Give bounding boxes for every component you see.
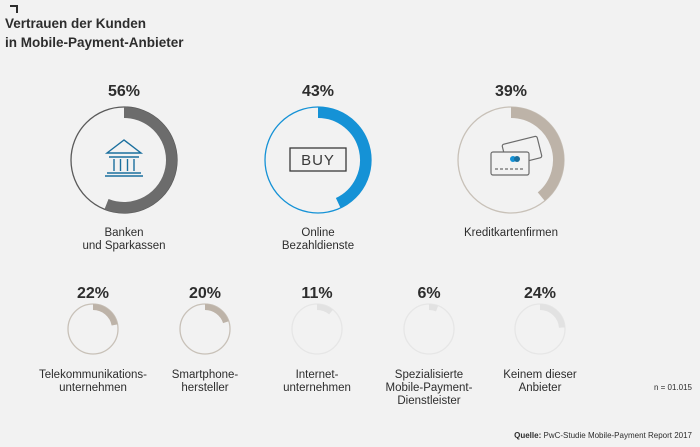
donut-online-bezahldienste: 43% Online Bezahldienste BUY [264, 83, 372, 252]
donut-internet-unternehmen: 11% Internet-unternehmen [283, 285, 351, 394]
title-line-2: in Mobile-Payment-Anbieter [5, 35, 184, 50]
category-label: Telekommunikations-unternehmen [39, 369, 147, 394]
value-arc [92, 304, 118, 326]
ring-outline [403, 303, 455, 355]
donut-spezialisierte-mobile-payment-dienstleister: 6% Spezialisierte Mobile-Payment-Dienstlei… [386, 285, 473, 407]
value-arc [204, 304, 229, 324]
donut-banken-und-sparkassen: 56% Banken und Sparkassen [70, 83, 178, 252]
percent-label: 56% [108, 83, 140, 100]
percent-label: 43% [302, 83, 334, 100]
source-note: Quelle: PwC-Studie Mobile-Payment Report… [514, 431, 692, 440]
donut-telekommunikations-unternehmen: 22% Telekommunikations-unternehmen [39, 285, 147, 394]
value-arc [428, 304, 439, 312]
title-line-1: Vertrauen der Kunden [5, 16, 147, 31]
category-label: Keinem dieser Anbieter [503, 369, 577, 394]
source-label: Quelle: [514, 431, 542, 440]
buy-icon: BUY [289, 147, 347, 172]
sample-size-note: n = 01.015 [653, 383, 692, 392]
ring-outline [291, 303, 343, 355]
category-label: Smartphone-hersteller [172, 369, 239, 394]
category-label: Spezialisierte Mobile-Payment-Dienstleist… [386, 369, 473, 407]
percent-label: 24% [524, 285, 556, 302]
category-label: Online Bezahldienste [282, 227, 354, 252]
value-arc [510, 107, 564, 201]
value-arc [539, 304, 565, 329]
percent-label: 11% [301, 285, 332, 302]
source-text: PwC-Studie Mobile-Payment Report 2017 [543, 431, 692, 440]
value-arc [104, 107, 177, 213]
category-label: Kreditkartenfirmen [464, 227, 558, 239]
percent-label: 22% [77, 285, 109, 302]
chart-title: Vertrauen der Kunden in Mobile-Payment-A… [5, 14, 184, 52]
category-label: Internet-unternehmen [283, 369, 351, 394]
donut-smartphone-hersteller: 20% Smartphone-hersteller [172, 285, 239, 394]
donut-keinem-dieser-anbieter: 24% Keinem dieser Anbieter [503, 285, 577, 394]
value-arc [317, 107, 371, 208]
percent-label: 20% [189, 285, 221, 302]
corner-mark [10, 5, 18, 13]
percent-label: 39% [495, 83, 527, 100]
value-arc [316, 304, 333, 315]
svg-text:BUY: BUY [301, 152, 335, 169]
percent-label: 6% [417, 285, 440, 302]
credit-card-icon [490, 135, 543, 176]
category-label: Banken und Sparkassen [82, 227, 165, 252]
bank-icon [104, 139, 144, 177]
donut-kreditkartenfirmen: 39% Kreditkartenfirmen [457, 83, 565, 239]
